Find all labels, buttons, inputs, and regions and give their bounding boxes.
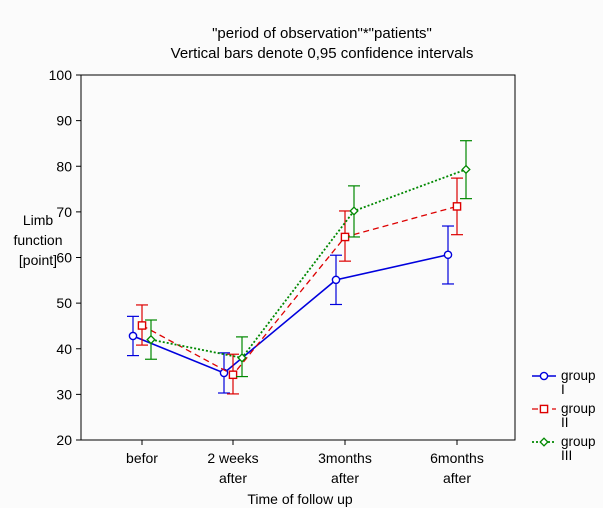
legend-label: II: [561, 415, 569, 430]
legend-label: III: [561, 448, 572, 463]
series-line: [150, 168, 467, 359]
y-tick-label: 50: [56, 295, 72, 311]
series-group: [145, 140, 472, 378]
legend-label: group: [561, 368, 596, 383]
y-tick-label: 70: [56, 204, 72, 220]
legend-label: group: [561, 434, 596, 449]
legend-marker: [539, 371, 549, 381]
data-point: [331, 275, 341, 285]
y-tick-label: 40: [56, 341, 72, 357]
data-point: [349, 206, 359, 216]
x-tick-label: 3months: [318, 450, 372, 466]
series-group: [127, 225, 454, 394]
data-point: [128, 331, 138, 341]
x-tick-label: after: [443, 470, 471, 486]
series-line: [132, 253, 449, 374]
y-tick-label: 20: [56, 432, 72, 448]
x-axis: befor 2 weeks after 3months after 6months afte…: [126, 440, 484, 486]
y-tick-label: 60: [56, 250, 72, 266]
x-tick-label: after: [331, 470, 359, 486]
y-tick-label: 30: [56, 386, 72, 402]
x-tick-label: befor: [126, 450, 158, 466]
y-axis-label-line: Limb: [23, 212, 54, 228]
x-tick-label: 2 weeks: [207, 450, 258, 466]
x-axis-label: Time of follow up: [247, 491, 353, 507]
y-axis-label: Limb function [point]: [13, 212, 62, 268]
series-line: [141, 205, 458, 376]
y-tick-label: 100: [49, 67, 73, 83]
legend-label: group: [561, 401, 596, 416]
legend-label: I: [561, 382, 565, 397]
series-group: [136, 177, 463, 395]
data-point: [452, 202, 462, 211]
data-point: [443, 250, 453, 260]
chart-title: "period of observation"*"patients": [212, 25, 432, 42]
data-point: [228, 370, 238, 380]
x-tick-label: after: [219, 470, 247, 486]
data-point: [461, 164, 471, 175]
y-tick-label: 90: [56, 113, 72, 129]
legend-marker: [539, 437, 549, 447]
data-point: [146, 334, 156, 345]
x-tick-label: 6months: [430, 450, 484, 466]
chart-subtitle: Vertical bars denote 0,95 confidence int…: [171, 45, 474, 62]
y-axis-label-line: function: [13, 232, 62, 248]
series-layer: [127, 140, 472, 395]
data-point: [340, 232, 350, 242]
y-tick-label: 80: [56, 158, 72, 174]
data-point: [137, 321, 147, 330]
y-axis: 20 30 40 50 60 70 80 90 100: [49, 67, 81, 448]
y-axis-label-line: [point]: [19, 252, 57, 268]
data-point: [237, 353, 247, 363]
legend-marker: [539, 404, 549, 414]
